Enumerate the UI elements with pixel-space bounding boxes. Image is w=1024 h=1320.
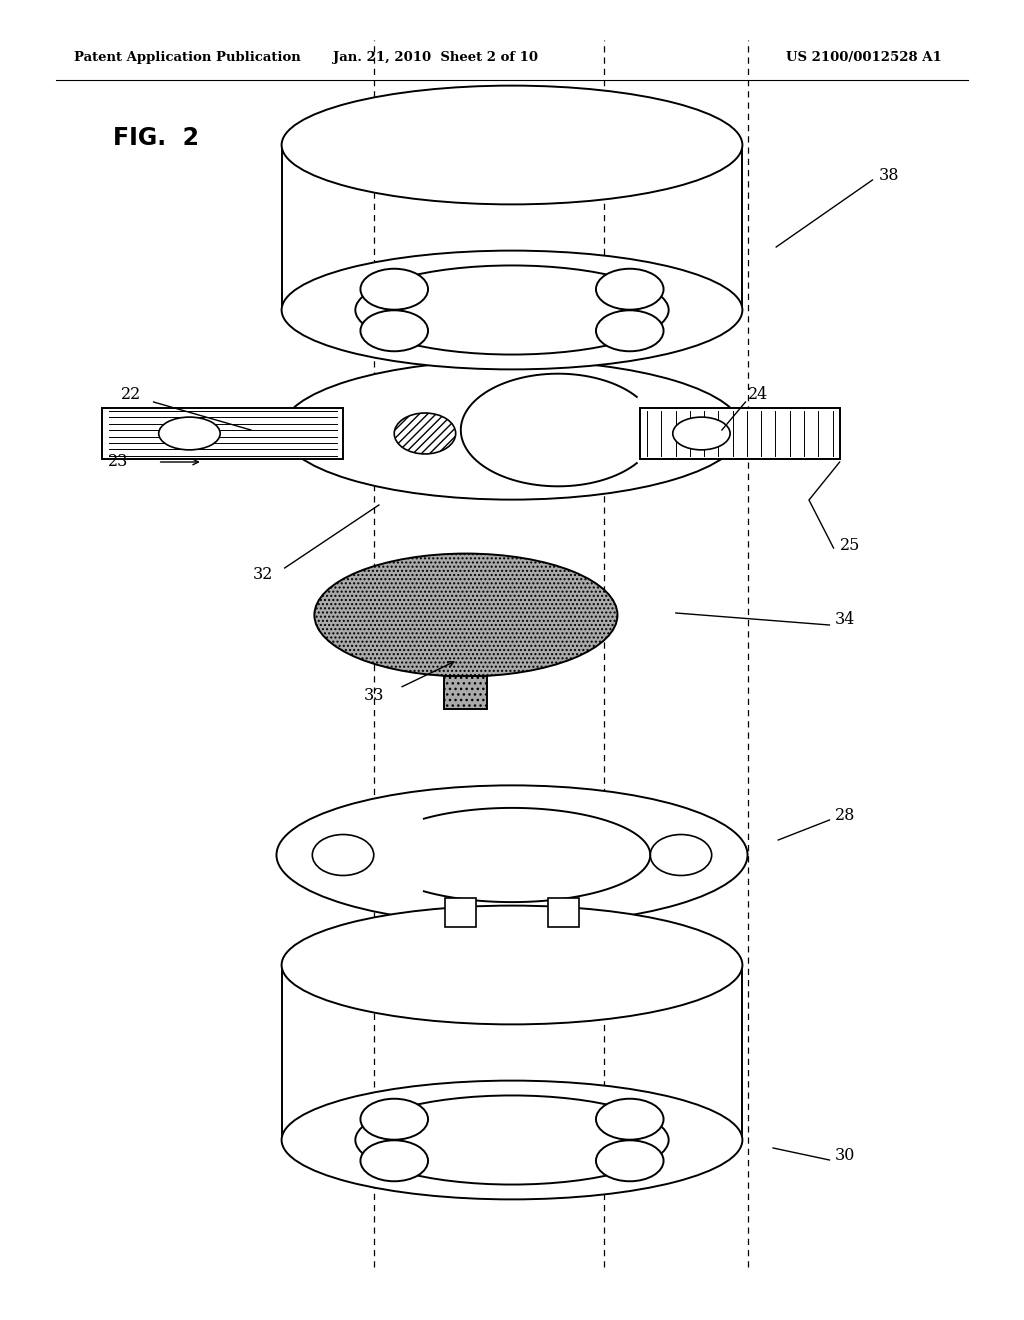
Ellipse shape	[596, 310, 664, 351]
Text: 24: 24	[748, 387, 768, 404]
Ellipse shape	[596, 1140, 664, 1181]
Bar	[445, 898, 476, 927]
Ellipse shape	[394, 413, 456, 454]
Text: 25: 25	[840, 536, 860, 553]
Text: 33: 33	[364, 686, 384, 704]
Bar	[102, 408, 343, 459]
Text: 30: 30	[835, 1147, 855, 1163]
Ellipse shape	[355, 1096, 669, 1184]
Text: 32: 32	[253, 566, 273, 583]
Ellipse shape	[282, 1081, 742, 1200]
Ellipse shape	[596, 1098, 664, 1139]
Ellipse shape	[312, 834, 374, 875]
Text: 28: 28	[835, 807, 855, 824]
Ellipse shape	[673, 417, 730, 450]
Ellipse shape	[276, 785, 748, 924]
Bar	[548, 898, 579, 927]
Ellipse shape	[159, 417, 220, 450]
Ellipse shape	[282, 86, 742, 205]
Text: FIG.  2: FIG. 2	[113, 125, 199, 150]
Text: 34: 34	[835, 611, 855, 628]
Ellipse shape	[282, 906, 742, 1024]
Text: US 2100/0012528 A1: US 2100/0012528 A1	[786, 51, 942, 65]
Bar	[444, 676, 487, 709]
Ellipse shape	[282, 251, 742, 370]
Ellipse shape	[360, 1098, 428, 1139]
Ellipse shape	[282, 360, 742, 500]
Ellipse shape	[596, 269, 664, 310]
Text: 23: 23	[108, 454, 128, 470]
Ellipse shape	[314, 553, 617, 676]
Text: Patent Application Publication: Patent Application Publication	[74, 51, 300, 65]
Ellipse shape	[360, 269, 428, 310]
Text: 22: 22	[121, 387, 141, 404]
Ellipse shape	[650, 834, 712, 875]
Text: Jan. 21, 2010  Sheet 2 of 10: Jan. 21, 2010 Sheet 2 of 10	[333, 51, 538, 65]
Bar	[640, 408, 840, 459]
Ellipse shape	[355, 265, 669, 355]
Ellipse shape	[360, 1140, 428, 1181]
Ellipse shape	[360, 310, 428, 351]
Text: 38: 38	[879, 166, 899, 183]
